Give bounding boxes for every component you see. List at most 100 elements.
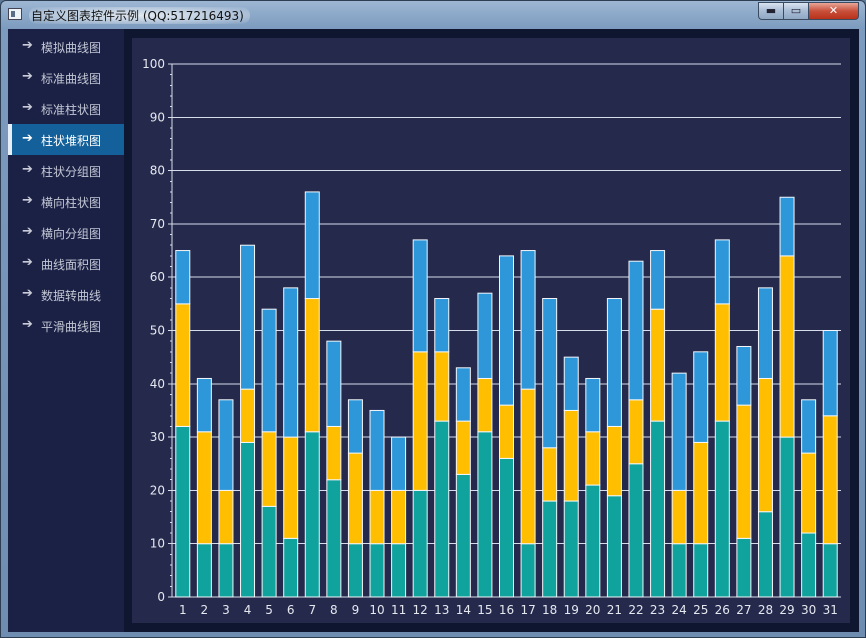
sidebar-item-label: 柱状分组图 xyxy=(41,165,102,179)
x-tick-label: 8 xyxy=(330,603,338,617)
sidebar-item-label: 曲线面积图 xyxy=(41,258,102,272)
sidebar-item-label: 平滑曲线图 xyxy=(41,320,102,334)
bar-segment xyxy=(477,431,493,598)
sidebar-item-horizontal-bar[interactable]: ➔ 横向柱状图 xyxy=(8,186,124,217)
x-tick-label: 15 xyxy=(477,603,492,617)
y-tick-label: 60 xyxy=(150,270,165,284)
sidebar-item-label: 标准曲线图 xyxy=(41,72,102,86)
bar-segment xyxy=(175,250,191,305)
bar-segment xyxy=(801,399,817,454)
x-tick-label: 31 xyxy=(823,603,838,617)
bar-segment xyxy=(455,367,471,422)
x-tick-label: 24 xyxy=(672,603,687,617)
x-tick-label: 10 xyxy=(369,603,384,617)
sidebar-item-horizontal-group[interactable]: ➔ 横向分组图 xyxy=(8,217,124,248)
bar-segment xyxy=(693,441,709,545)
bar-segment xyxy=(628,463,644,598)
x-tick-label: 27 xyxy=(736,603,751,617)
sidebar-item-standard-bar[interactable]: ➔ 标准柱状图 xyxy=(8,93,124,124)
bar-segment xyxy=(628,399,644,465)
bar-segment xyxy=(757,287,773,379)
bar-segment xyxy=(455,473,471,598)
arrow-right-icon: ➔ xyxy=(22,286,33,301)
bar-segment xyxy=(822,543,838,598)
sidebar-item-standard-curve[interactable]: ➔ 标准曲线图 xyxy=(8,62,124,93)
bar-segment xyxy=(347,399,363,454)
y-tick-label: 40 xyxy=(150,377,165,391)
x-tick-label: 3 xyxy=(222,603,230,617)
arrow-right-icon: ➔ xyxy=(22,38,33,53)
sidebar-item-label: 横向分组图 xyxy=(41,227,102,241)
bar-segment xyxy=(477,292,493,379)
y-tick-label: 80 xyxy=(150,164,165,178)
bar-segment xyxy=(477,377,493,433)
bar-segment xyxy=(434,351,450,422)
bar-segment xyxy=(283,436,299,539)
x-tick-label: 1 xyxy=(179,603,187,617)
x-tick-label: 23 xyxy=(650,603,665,617)
bar-segment xyxy=(520,388,536,545)
bar-segment xyxy=(240,244,256,390)
bar-segment xyxy=(196,431,212,545)
bar-segment xyxy=(455,420,471,475)
bar-segment xyxy=(412,351,428,491)
bar-segment xyxy=(801,532,817,598)
bar-segment xyxy=(736,537,752,598)
sidebar-item-area-curve[interactable]: ➔ 曲线面积图 xyxy=(8,248,124,279)
x-tick-label: 9 xyxy=(352,603,360,617)
sidebar-item-label: 柱状堆积图 xyxy=(41,134,102,148)
bar-segment xyxy=(650,420,666,598)
sidebar-item-grouped-bar[interactable]: ➔ 柱状分组图 xyxy=(8,155,124,186)
x-tick-label: 4 xyxy=(244,603,252,617)
bar-segment xyxy=(369,489,385,545)
x-tick-label: 28 xyxy=(758,603,773,617)
bar-segment xyxy=(283,537,299,598)
sidebar-item-simulated-curve[interactable]: ➔ 模拟曲线图 xyxy=(8,31,124,62)
y-tick-label: 0 xyxy=(157,590,165,604)
bar-segment xyxy=(391,489,407,545)
bar-segment xyxy=(563,500,579,598)
bar-segment xyxy=(628,260,644,401)
bar-segment xyxy=(585,484,601,598)
bar-segment xyxy=(196,543,212,598)
bar-segment xyxy=(542,500,558,598)
window-title: 自定义图表控件示例 (QQ:517216493) xyxy=(29,7,250,24)
sidebar-item-label: 横向柱状图 xyxy=(41,196,102,210)
y-tick-label: 10 xyxy=(150,537,165,551)
bar-segment xyxy=(175,425,191,598)
sidebar-item-smooth-curve[interactable]: ➔ 平滑曲线图 xyxy=(8,310,124,341)
y-tick-label: 70 xyxy=(150,217,165,231)
arrow-right-icon: ➔ xyxy=(22,224,33,239)
sidebar-item-data-to-curve[interactable]: ➔ 数据转曲线 xyxy=(8,279,124,310)
x-tick-label: 22 xyxy=(628,603,643,617)
bar-segment xyxy=(499,255,514,406)
bar-segment xyxy=(499,404,514,459)
x-tick-label: 19 xyxy=(564,603,579,617)
maximize-button[interactable]: ▭ xyxy=(783,2,809,20)
bar-segment xyxy=(434,420,450,598)
sidebar-item-label: 模拟曲线图 xyxy=(41,41,102,55)
close-button[interactable]: ✕ xyxy=(808,2,859,20)
bar-segment xyxy=(196,377,212,433)
x-tick-label: 18 xyxy=(542,603,557,617)
bar-segment xyxy=(563,409,579,502)
bar-segment xyxy=(218,399,234,491)
bar-segment xyxy=(606,495,622,598)
bar-segment xyxy=(757,511,773,598)
arrow-right-icon: ➔ xyxy=(22,255,33,270)
minimize-button[interactable]: ▬ xyxy=(758,2,784,20)
sidebar-item-label: 标准柱状图 xyxy=(41,103,102,117)
sidebar-item-stacked-bar[interactable]: ➔ 柱状堆积图 xyxy=(8,124,124,155)
y-tick-label: 50 xyxy=(150,324,165,338)
title-bar[interactable]: 自定义图表控件示例 (QQ:517216493) ▬ ▭ ✕ xyxy=(1,1,865,29)
bar-segment xyxy=(499,457,514,598)
chart-panel: 0 10 20 30 40 50 60 70 80 90 100 1 2 3 4 5 6 7 8 9 10 11 12 13 1… xyxy=(132,38,850,623)
bar-segment xyxy=(801,452,817,534)
bar-segment xyxy=(326,340,342,427)
bar-segment xyxy=(261,431,277,507)
arrow-right-icon: ➔ xyxy=(22,69,33,84)
arrow-right-icon: ➔ xyxy=(22,131,33,146)
x-tick-label: 17 xyxy=(520,603,535,617)
